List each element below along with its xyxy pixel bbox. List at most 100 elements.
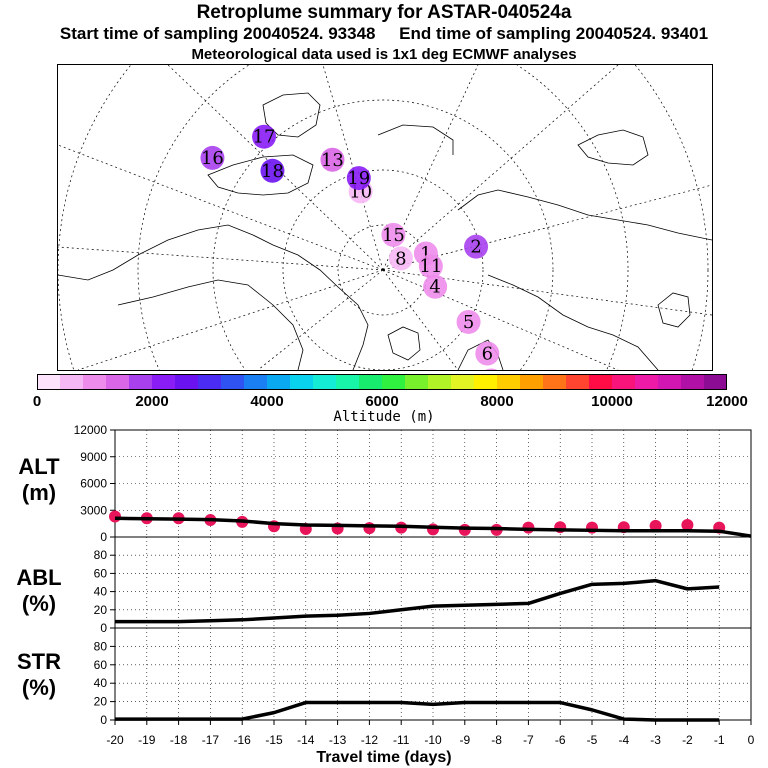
x-tick-label: -9 bbox=[459, 733, 470, 747]
alt-ytick-label: 9000 bbox=[80, 450, 107, 464]
alt-sample-marker bbox=[681, 518, 694, 531]
str-frame bbox=[114, 627, 752, 721]
map-marker-label: 18 bbox=[261, 161, 284, 182]
alt-sample-marker bbox=[363, 522, 376, 535]
x-tick-label: -12 bbox=[361, 733, 379, 747]
str-panel-label: STR (%) bbox=[10, 649, 68, 701]
colorbar-cell bbox=[37, 374, 61, 390]
map-marker: 2 bbox=[464, 234, 489, 259]
x-tick-label: -10 bbox=[424, 733, 442, 747]
x-tick-label: -4 bbox=[618, 733, 629, 747]
x-axis: -20 -19 -18 -17 -16 -15 -14 -13 -12 -11 -10 -9 -8 -7-… bbox=[106, 720, 755, 747]
colorbar-cell bbox=[152, 374, 176, 390]
x-tick-label: -2 bbox=[682, 733, 693, 747]
colorbar-cell bbox=[175, 374, 199, 390]
colorbar-cell bbox=[635, 374, 659, 390]
x-tick-label: -1 bbox=[714, 733, 725, 747]
map-marker-label: 11 bbox=[419, 256, 442, 277]
map-marker: 5 bbox=[456, 309, 481, 334]
colorbar-tick-label: 12000 bbox=[706, 393, 748, 410]
str-ytick-label: 40 bbox=[94, 676, 108, 690]
colorbar-tick-label: 8000 bbox=[480, 393, 514, 410]
map-marker: 13 bbox=[320, 147, 345, 172]
map-marker: 4 bbox=[423, 274, 448, 299]
map-marker-label: 1 bbox=[420, 244, 431, 265]
str-panel-name: STR bbox=[17, 649, 61, 674]
map-marker-dot bbox=[456, 309, 481, 334]
colorbar-cell bbox=[336, 374, 360, 390]
map-marker: 9 bbox=[485, 368, 498, 370]
abl-ytick-label: 40 bbox=[94, 585, 108, 599]
x-tick-label: -16 bbox=[234, 733, 252, 747]
x-tick-label: -7 bbox=[523, 733, 534, 747]
colorbar-cell bbox=[60, 374, 84, 390]
map-marker: 8 bbox=[388, 246, 413, 271]
colorbar-cell bbox=[474, 374, 498, 390]
map-markers: 12456891011131516171819 bbox=[200, 124, 500, 370]
alt-panel-unit: (m) bbox=[21, 480, 57, 505]
colorbar-cell bbox=[520, 374, 544, 390]
colorbar-frame bbox=[37, 374, 727, 390]
map-marker-label: 4 bbox=[429, 277, 440, 298]
colorbar-cell bbox=[589, 374, 613, 390]
colorbar-tick-label: 4000 bbox=[250, 393, 284, 410]
x-tick-label: -8 bbox=[491, 733, 502, 747]
abl-frame bbox=[114, 536, 752, 629]
map-marker-label: 6 bbox=[482, 343, 493, 364]
str-panel-unit: (%) bbox=[21, 675, 57, 700]
alt-sample-marker bbox=[649, 519, 662, 532]
x-tick-label: -6 bbox=[555, 733, 566, 747]
map-marker-dot bbox=[485, 368, 498, 370]
chart-title: Retroplume summary for ASTAR-040524a bbox=[196, 2, 572, 23]
x-tick-label: -15 bbox=[265, 733, 283, 747]
alt-series-line bbox=[114, 516, 752, 538]
colorbar-cell bbox=[497, 374, 521, 390]
map-marker: 15 bbox=[381, 222, 406, 247]
colorbar-cell bbox=[221, 374, 245, 390]
x-tick-label: -19 bbox=[138, 733, 156, 747]
x-tick-label: -14 bbox=[297, 733, 315, 747]
colorbar-label: Altitude (m) bbox=[333, 409, 435, 425]
alt-ytick-label: 3000 bbox=[80, 503, 107, 517]
abl-panel-label: ABL (%) bbox=[10, 565, 68, 617]
sampling-times: Start time of sampling 20040524. 93348 E… bbox=[59, 24, 709, 43]
colorbar-cell bbox=[543, 374, 567, 390]
colorbar-cell bbox=[359, 374, 383, 390]
abl-ytick-label: 80 bbox=[94, 548, 108, 562]
str-ytick-label: 60 bbox=[94, 658, 108, 672]
colorbar-cell bbox=[681, 374, 705, 390]
abl-ytick-label: 60 bbox=[94, 566, 108, 580]
x-axis-label: Travel time (days) bbox=[316, 749, 452, 766]
met-data-note: Meteorological data used is 1x1 deg ECMW… bbox=[191, 46, 577, 63]
str-series-line bbox=[115, 700, 720, 722]
map-marker: 19 bbox=[346, 166, 371, 191]
map-marker-dot bbox=[252, 124, 277, 149]
alt-sample-marker bbox=[427, 523, 439, 536]
map-marker-dot bbox=[423, 274, 448, 299]
abl-panel-unit: (%) bbox=[21, 591, 57, 616]
map-marker-dot bbox=[260, 158, 285, 183]
abl-ytick-label: 0 bbox=[100, 621, 107, 635]
alt-panel-label: ALT (m) bbox=[10, 454, 68, 506]
x-tick-label: -13 bbox=[329, 733, 347, 747]
alt-sample-marker bbox=[109, 510, 121, 523]
alt-panel-name: ALT bbox=[18, 454, 60, 479]
colorbar-cell bbox=[83, 374, 107, 390]
colorbar-cell bbox=[382, 374, 406, 390]
colorbar-cell bbox=[313, 374, 337, 390]
colorbar-tick-label: 10000 bbox=[591, 393, 633, 410]
map-marker-dot bbox=[418, 254, 443, 279]
x-tick-label: -3 bbox=[650, 733, 661, 747]
abl-series-line bbox=[115, 578, 720, 624]
x-tick-label: 0 bbox=[748, 733, 755, 747]
map-marker: 18 bbox=[260, 158, 285, 183]
map-marker-dot bbox=[200, 145, 225, 170]
colorbar-cell bbox=[428, 374, 452, 390]
colorbar-tick-label: 6000 bbox=[365, 393, 399, 410]
abl-panel: 0 20 40 60 80 bbox=[94, 536, 752, 635]
map-marker: 17 bbox=[252, 124, 277, 149]
colorbar-cell bbox=[267, 374, 291, 390]
map-marker-dot bbox=[464, 234, 489, 259]
x-tick-label: -17 bbox=[202, 733, 220, 747]
